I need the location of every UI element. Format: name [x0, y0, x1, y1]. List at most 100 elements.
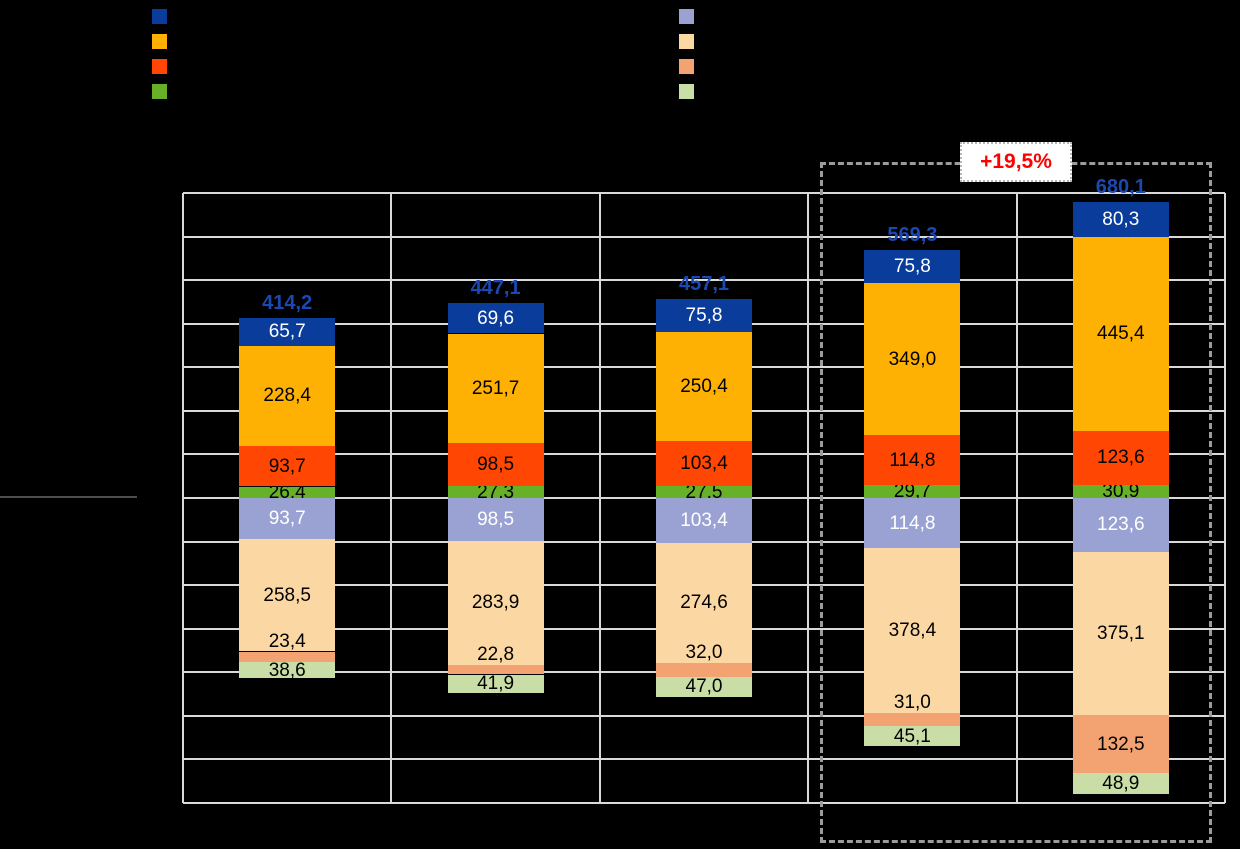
h-gridline — [183, 235, 1225, 238]
upper-orange-red-segment: 98,5 — [447, 443, 544, 487]
upper-orange-red-segment-label: 93,7 — [268, 455, 306, 477]
lower-light-green-segment-label: 48,9 — [1102, 773, 1140, 795]
lower-light-salmon-segment-label: 132,5 — [1097, 733, 1145, 755]
upper-orange-segment-label: 251,7 — [471, 377, 520, 399]
h-gridline — [183, 758, 1225, 761]
swatch-light-green — [679, 84, 694, 99]
upper-orange-red-segment-label: 114,8 — [889, 449, 936, 471]
upper-green-segment-label: 29,7 — [893, 481, 931, 503]
lower-light-salmon-segment-label: 31,0 — [893, 691, 931, 713]
v-gridline — [598, 193, 601, 803]
upper-green-segment-label: 27,3 — [477, 481, 515, 503]
lower-light-purple-segment: 114,8 — [864, 498, 961, 548]
lower-light-peach-segment: 375,1 — [1072, 551, 1169, 716]
v-gridline — [807, 193, 810, 803]
upper-green-segment-label: 26,4 — [268, 481, 306, 503]
lower-light-purple-segment-label: 114,8 — [889, 512, 936, 534]
lower-light-purple-segment-label: 123,6 — [1097, 514, 1145, 536]
upper-orange-segment-label: 228,4 — [263, 385, 311, 407]
lower-light-salmon-segment-label: 22,8 — [477, 643, 515, 665]
upper-orange-segment-label: 445,4 — [1097, 323, 1145, 345]
lower-light-green-segment: 45,1 — [864, 725, 961, 747]
lower-light-peach-segment-label: 378,4 — [888, 619, 937, 641]
h-gridline — [183, 279, 1225, 282]
lower-light-salmon-segment: 132,5 — [1072, 715, 1169, 773]
lower-light-green-segment-label: 47,0 — [685, 676, 723, 698]
upper-orange-red-segment-label: 123,6 — [1097, 447, 1145, 469]
upper-orange-red-segment: 123,6 — [1072, 430, 1169, 485]
zero-axis-leader-line — [0, 496, 137, 498]
upper-orange-red-segment: 114,8 — [864, 435, 961, 485]
lower-light-salmon-segment-label: 23,4 — [268, 630, 306, 652]
swatch-green — [152, 84, 167, 99]
v-gridline — [390, 193, 393, 803]
upper-orange-segment: 349,0 — [864, 283, 961, 436]
swatch-orange-red — [152, 59, 167, 74]
lower-light-peach-segment-label: 375,1 — [1097, 623, 1145, 645]
bar-total-label: 457,1 — [678, 272, 730, 295]
v-gridline — [1224, 193, 1226, 803]
swatch-light-peach — [679, 34, 694, 49]
lower-light-purple-segment-label: 98,5 — [477, 508, 515, 530]
upper-orange-segment: 251,7 — [447, 333, 544, 444]
lower-light-peach-segment: 283,9 — [447, 540, 544, 665]
upper-orange-red-segment: 103,4 — [656, 441, 752, 487]
upper-orange-segment-label: 250,4 — [680, 375, 728, 397]
h-gridline — [183, 802, 1225, 804]
bar-total-label: 447,1 — [470, 277, 521, 300]
upper-dark-blue-segment-label: 75,8 — [893, 255, 931, 277]
upper-dark-blue-segment: 65,7 — [239, 317, 336, 347]
upper-orange-segment-label: 349,0 — [888, 348, 937, 370]
lower-light-salmon-segment: 22,8 — [447, 645, 544, 675]
upper-dark-blue-segment-label: 80,3 — [1102, 208, 1140, 230]
v-gridline — [182, 193, 184, 803]
h-gridline — [183, 714, 1225, 717]
lower-light-peach-segment-label: 274,6 — [680, 592, 728, 614]
upper-green-segment: 29,7 — [864, 481, 961, 503]
upper-orange-red-segment-label: 103,4 — [680, 453, 728, 475]
lower-light-peach-segment: 378,4 — [864, 548, 961, 713]
bar-total-label: 569,3 — [887, 223, 938, 246]
swatch-light-purple — [679, 9, 694, 24]
lower-light-green-segment-label: 38,6 — [268, 659, 306, 681]
swatch-light-salmon — [679, 59, 694, 74]
lower-light-purple-segment: 103,4 — [656, 498, 752, 544]
growth-annotation-box: +19,5% — [960, 142, 1072, 182]
upper-dark-blue-segment-label: 75,8 — [685, 304, 723, 326]
lower-light-purple-segment: 98,5 — [447, 498, 544, 541]
upper-dark-blue-segment-label: 65,7 — [268, 321, 306, 343]
lower-light-green-segment: 41,9 — [447, 674, 544, 693]
upper-dark-blue-segment: 75,8 — [656, 298, 752, 332]
upper-dark-blue-segment-label: 69,6 — [477, 307, 515, 329]
upper-orange-segment: 250,4 — [656, 331, 752, 441]
upper-orange-segment: 445,4 — [1072, 236, 1169, 431]
lower-light-salmon-segment: 32,0 — [656, 643, 752, 677]
lower-light-peach-segment-label: 258,5 — [263, 584, 311, 606]
upper-orange-red-segment: 93,7 — [239, 445, 336, 487]
upper-green-segment: 26,4 — [239, 483, 336, 502]
upper-green-segment-label: 30,9 — [1102, 480, 1140, 502]
lower-light-green-segment: 48,9 — [1072, 773, 1169, 795]
upper-dark-blue-segment: 69,6 — [447, 303, 544, 334]
h-gridline — [183, 192, 1225, 194]
lower-light-purple-segment-label: 93,7 — [268, 507, 306, 529]
upper-green-segment-label: 27,5 — [685, 481, 723, 503]
upper-orange-segment: 228,4 — [239, 346, 336, 446]
lower-light-green-segment-label: 45,1 — [893, 725, 931, 747]
lower-light-green-segment: 47,0 — [656, 676, 752, 698]
upper-green-segment: 27,5 — [656, 483, 752, 502]
lower-light-peach-segment: 274,6 — [656, 543, 752, 663]
swatch-dark-blue — [152, 9, 167, 24]
lower-light-salmon-segment: 23,4 — [239, 632, 336, 662]
lower-light-purple-segment: 93,7 — [239, 498, 336, 539]
lower-light-green-segment: 38,6 — [239, 659, 336, 681]
swatch-orange — [152, 34, 167, 49]
bar-total-label: 680,1 — [1095, 175, 1146, 198]
lower-light-peach-segment: 258,5 — [239, 538, 336, 652]
upper-orange-red-segment-label: 98,5 — [477, 454, 515, 476]
lower-light-salmon-segment: 31,0 — [864, 693, 961, 727]
lower-light-purple-segment-label: 103,4 — [680, 510, 728, 532]
upper-dark-blue-segment: 75,8 — [864, 249, 961, 283]
